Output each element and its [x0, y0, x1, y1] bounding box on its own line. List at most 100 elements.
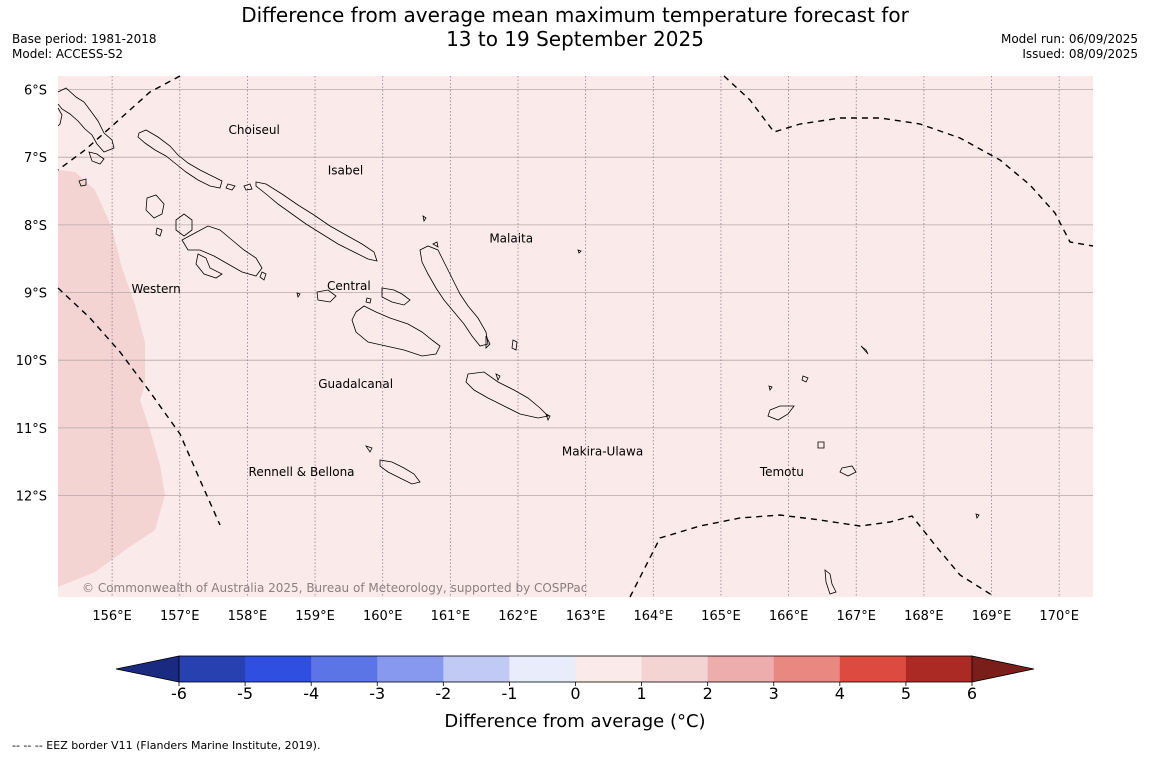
lon-tick-label: 169°E [972, 609, 1012, 624]
island-isabel-west [243, 183, 253, 191]
island-rennell [379, 459, 421, 485]
colorbar-bin [575, 656, 643, 682]
colorbar-tick-label: 5 [901, 684, 911, 703]
eez-borders [57, 75, 1094, 598]
island-buka [57, 107, 63, 127]
colorbar-bin [443, 656, 510, 682]
colorbar-bin [773, 656, 841, 682]
island-reef-islands [801, 375, 809, 383]
region-label: Guadalcanal [318, 377, 393, 391]
island-russell [316, 289, 337, 303]
island-tikopia [975, 513, 980, 519]
island-duff [860, 345, 869, 355]
colorbar-bin [311, 656, 378, 682]
colorbar-under-arrow [115, 655, 180, 683]
warm-zone [58, 170, 165, 587]
island-florida [381, 287, 411, 306]
lon-tick-label: 165°E [701, 609, 741, 624]
graticule [58, 76, 1093, 597]
lon-tick-label: 160°E [363, 609, 403, 624]
colorbar-tick-label: -5 [237, 684, 253, 703]
island-guadalcanal [351, 305, 441, 357]
island-bougainville [57, 87, 115, 153]
region-label: Temotu [759, 465, 804, 479]
model-run: Model run: 06/09/2025 [1000, 32, 1138, 46]
region-label: Isabel [328, 164, 363, 178]
colorbar-bin [179, 656, 246, 682]
map-background [58, 76, 1093, 597]
lon-tick-label: 168°E [904, 609, 944, 624]
island-fataka [824, 569, 837, 595]
title-line-2: 13 to 19 September 2025 [446, 27, 704, 51]
island-choiseul [137, 129, 223, 189]
colorbar-tick-label: -3 [369, 684, 385, 703]
lon-tick-label: 167°E [836, 609, 876, 624]
island-bellona [365, 445, 373, 453]
island-vella-lavella [145, 194, 165, 219]
colorbar-tick-label: 3 [769, 684, 779, 703]
lat-tick-label: 12°S [16, 490, 47, 505]
copyright-note: © Commonwealth of Australia 2025, Bureau… [82, 581, 587, 595]
island-santa-ana [545, 413, 551, 422]
island-malaita [419, 245, 489, 347]
lon-tick-label: 170°E [1039, 609, 1079, 624]
eez-border-south [629, 514, 996, 598]
eez-border-north-west [57, 75, 181, 171]
colorbar-tick-label: -6 [171, 684, 187, 703]
eez-border-north-east [723, 75, 1094, 247]
lat-tick-label: 7°S [24, 151, 47, 166]
base-period: Base period: 1981-2018 [12, 32, 157, 46]
island-isabel [255, 181, 378, 262]
island-ontong-java [422, 215, 427, 223]
island-vanikoro [839, 465, 857, 477]
region-label: Rennell & Bellona [249, 465, 355, 479]
island-kolombangara [175, 213, 193, 237]
island-choiseul-tip [225, 183, 236, 191]
island-rendova [195, 253, 223, 279]
map-title: Difference from average mean maximum tem… [0, 3, 1150, 51]
lon-tick-label: 162°E [498, 609, 538, 624]
lon-tick-label: 156°E [92, 609, 132, 624]
island-anuta [768, 385, 773, 391]
island-ranongga [155, 227, 163, 237]
colorbar-tick-label: -1 [501, 684, 517, 703]
model-name: Model: ACCESS-S2 [12, 47, 124, 61]
colorbar: -6 -5 -4 -3 -2 -1 0 1 2 3 4 5 6 [115, 655, 1035, 703]
island-savo [365, 297, 372, 304]
meta-left: Base period: 1981-2018 Model: ACCESS-S2 [12, 32, 157, 62]
island-utupua [817, 441, 825, 449]
lon-tick-label: 161°E [431, 609, 471, 624]
colorbar-over-arrow [971, 655, 1035, 683]
lat-tick-label: 6°S [24, 84, 47, 99]
island-new-georgia [181, 225, 263, 277]
colorbar-tick-label: -2 [435, 684, 451, 703]
eez-footnote: -- -- -- EEZ border V11 (Flanders Marine… [12, 739, 321, 752]
island-mbokonimbeti [296, 292, 301, 298]
island-tetepare [259, 271, 267, 281]
island-nendo [767, 405, 795, 421]
lat-tick-label: 11°S [16, 422, 47, 437]
region-label: Makira-Ulawa [562, 445, 643, 459]
issued-date: Issued: 08/09/2025 [1022, 47, 1138, 61]
region-label: Malaita [489, 231, 533, 245]
lon-tick-label: 157°E [160, 609, 200, 624]
island-three-sisters [495, 373, 501, 382]
meta-right: Model run: 06/09/2025 Issued: 08/09/2025 [1001, 32, 1138, 62]
region-label: Western [131, 282, 180, 296]
region-label: Choiseul [229, 123, 280, 137]
colorbar-tick-label: 6 [967, 684, 977, 703]
island-shortland [78, 178, 87, 187]
colorbar-bin [377, 656, 444, 682]
lat-tick-label: 10°S [16, 354, 47, 369]
colorbar-tick-label: -4 [303, 684, 319, 703]
lon-tick-label: 159°E [295, 609, 335, 624]
colorbar-label: Difference from average (°C) [444, 711, 705, 732]
island-makira [465, 371, 549, 419]
lon-tick-label: 164°E [634, 609, 674, 624]
lon-tick-label: 166°E [769, 609, 809, 624]
lat-tick-label: 8°S [24, 219, 47, 234]
title-line-1: Difference from average mean maximum tem… [241, 3, 909, 27]
colorbar-bin [509, 656, 576, 682]
colorbar-bin [245, 656, 312, 682]
